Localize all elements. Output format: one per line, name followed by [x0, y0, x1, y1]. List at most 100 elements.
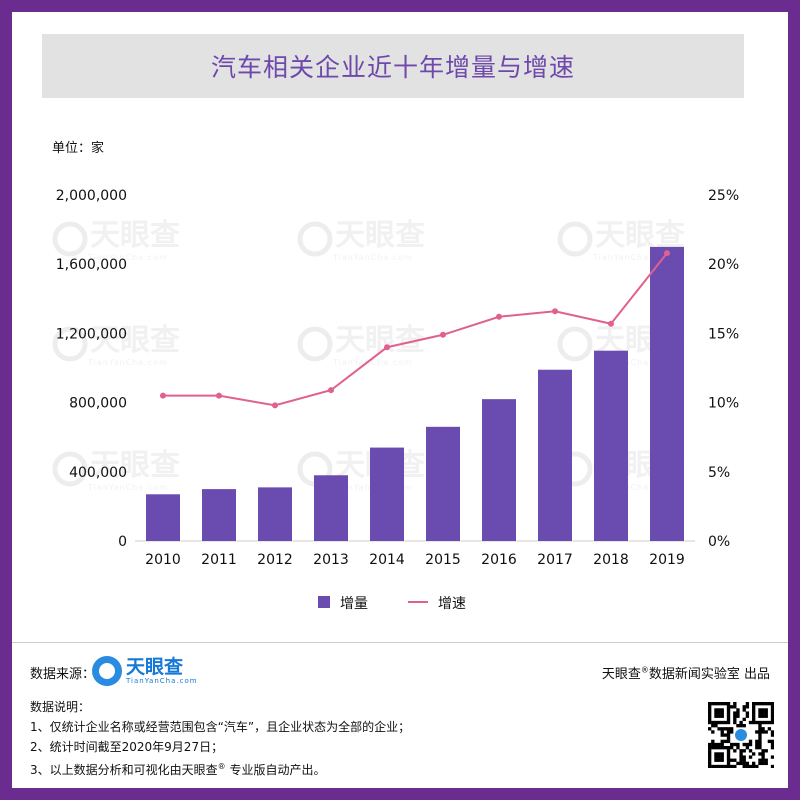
qr-module — [758, 714, 762, 718]
qr-module — [714, 714, 718, 718]
qr-module — [742, 758, 746, 762]
qr-module — [708, 755, 712, 759]
qr-module — [723, 739, 728, 744]
qr-module — [726, 708, 731, 712]
qr-module — [764, 711, 768, 715]
qr-module — [708, 761, 712, 766]
qr-module — [742, 755, 746, 759]
x-tick-label: 2019 — [649, 552, 685, 568]
qr-module — [761, 752, 765, 756]
qr-module — [761, 720, 765, 725]
qr-module — [723, 733, 728, 737]
qr-module — [714, 742, 718, 747]
qr-module — [748, 749, 753, 753]
qr-module — [714, 711, 718, 715]
rate-point-2016 — [496, 313, 502, 320]
qr-module — [748, 764, 753, 768]
x-tick-label: 2015 — [425, 552, 461, 568]
watermark-text-en: TianYanCha.com — [87, 358, 168, 367]
qr-module — [720, 702, 724, 706]
y-left-tick-label: 400,000 — [69, 465, 127, 481]
qr-module — [708, 764, 712, 768]
watermark-icon — [557, 221, 593, 257]
qr-module — [752, 714, 756, 718]
qr-module — [770, 711, 774, 715]
y-axis-left: 0 400,000 800,000 1,200,000 1,600,000 2,000,0… — [56, 188, 127, 550]
qr-module — [758, 758, 762, 762]
qr-module — [761, 758, 765, 762]
note-3-text: 3、以上数据分析和可视化由天眼查 — [30, 763, 218, 777]
registered-mark: ® — [640, 665, 649, 675]
x-tick-label: 2011 — [201, 552, 237, 568]
qr-module — [742, 705, 746, 709]
qr-module — [717, 746, 721, 750]
watermark-icon — [52, 221, 88, 257]
qr-module — [752, 752, 756, 756]
qr-module — [714, 755, 718, 759]
qr-module — [733, 720, 737, 725]
y-axis-right: 0% 5% 10% 15% 20% 25% — [708, 188, 739, 550]
qr-module — [717, 702, 721, 706]
qr-module — [708, 714, 712, 718]
qr-module — [758, 736, 762, 740]
line-series — [160, 250, 670, 409]
qr-module — [758, 746, 762, 750]
qr-module — [752, 711, 756, 715]
qr-module — [717, 742, 721, 747]
qr-module — [726, 733, 731, 737]
qr-module — [736, 742, 740, 747]
qr-module — [767, 727, 772, 731]
qr-module — [720, 739, 724, 744]
qr-module — [726, 711, 731, 715]
qr-module — [755, 742, 759, 747]
qr-module — [758, 708, 762, 712]
qr-module — [708, 702, 712, 706]
qr-module — [733, 714, 737, 718]
y-right-tick-label: 15% — [708, 326, 739, 342]
logo-text-cn: 天眼查 — [126, 656, 184, 678]
qr-module — [770, 739, 774, 744]
qr-module — [755, 746, 759, 750]
qr-code — [708, 702, 774, 768]
qr-module — [770, 720, 774, 725]
qr-module — [733, 764, 737, 768]
qr-module — [736, 714, 740, 718]
qr-module — [742, 764, 746, 768]
qr-module — [708, 711, 712, 715]
qr-module — [742, 742, 746, 747]
y-left-tick-label: 1,200,000 — [56, 326, 127, 342]
qr-module — [733, 758, 737, 762]
y-left-tick-label: 800,000 — [69, 396, 127, 412]
qr-module — [711, 724, 715, 728]
qr-module — [761, 755, 765, 759]
qr-module — [761, 730, 765, 734]
qr-module — [726, 730, 731, 734]
qr-module — [723, 746, 728, 750]
qr-module — [726, 739, 731, 744]
y-right-tick-label: 10% — [708, 396, 739, 412]
watermark-text-en: TianYanCha.com — [592, 483, 673, 492]
qr-module — [745, 705, 750, 709]
qr-module — [726, 746, 731, 750]
qr-module — [761, 749, 765, 753]
qr-module — [745, 711, 750, 715]
qr-module — [717, 727, 721, 731]
qr-module — [708, 746, 712, 750]
logo-text-en: TianYanCha.com — [126, 677, 198, 685]
qr-module — [755, 702, 759, 706]
qr-module — [717, 714, 721, 718]
bar-2018 — [594, 350, 628, 541]
qr-module — [742, 749, 746, 753]
qr-module — [717, 720, 721, 725]
qr-module — [726, 717, 731, 722]
qr-module — [764, 720, 768, 725]
qr-module — [708, 708, 712, 712]
qr-module — [717, 755, 721, 759]
qr-module — [708, 727, 712, 731]
qr-module — [758, 724, 762, 728]
legend-label-line: 增速 — [438, 596, 466, 612]
y-right-tick-label: 25% — [708, 188, 739, 204]
